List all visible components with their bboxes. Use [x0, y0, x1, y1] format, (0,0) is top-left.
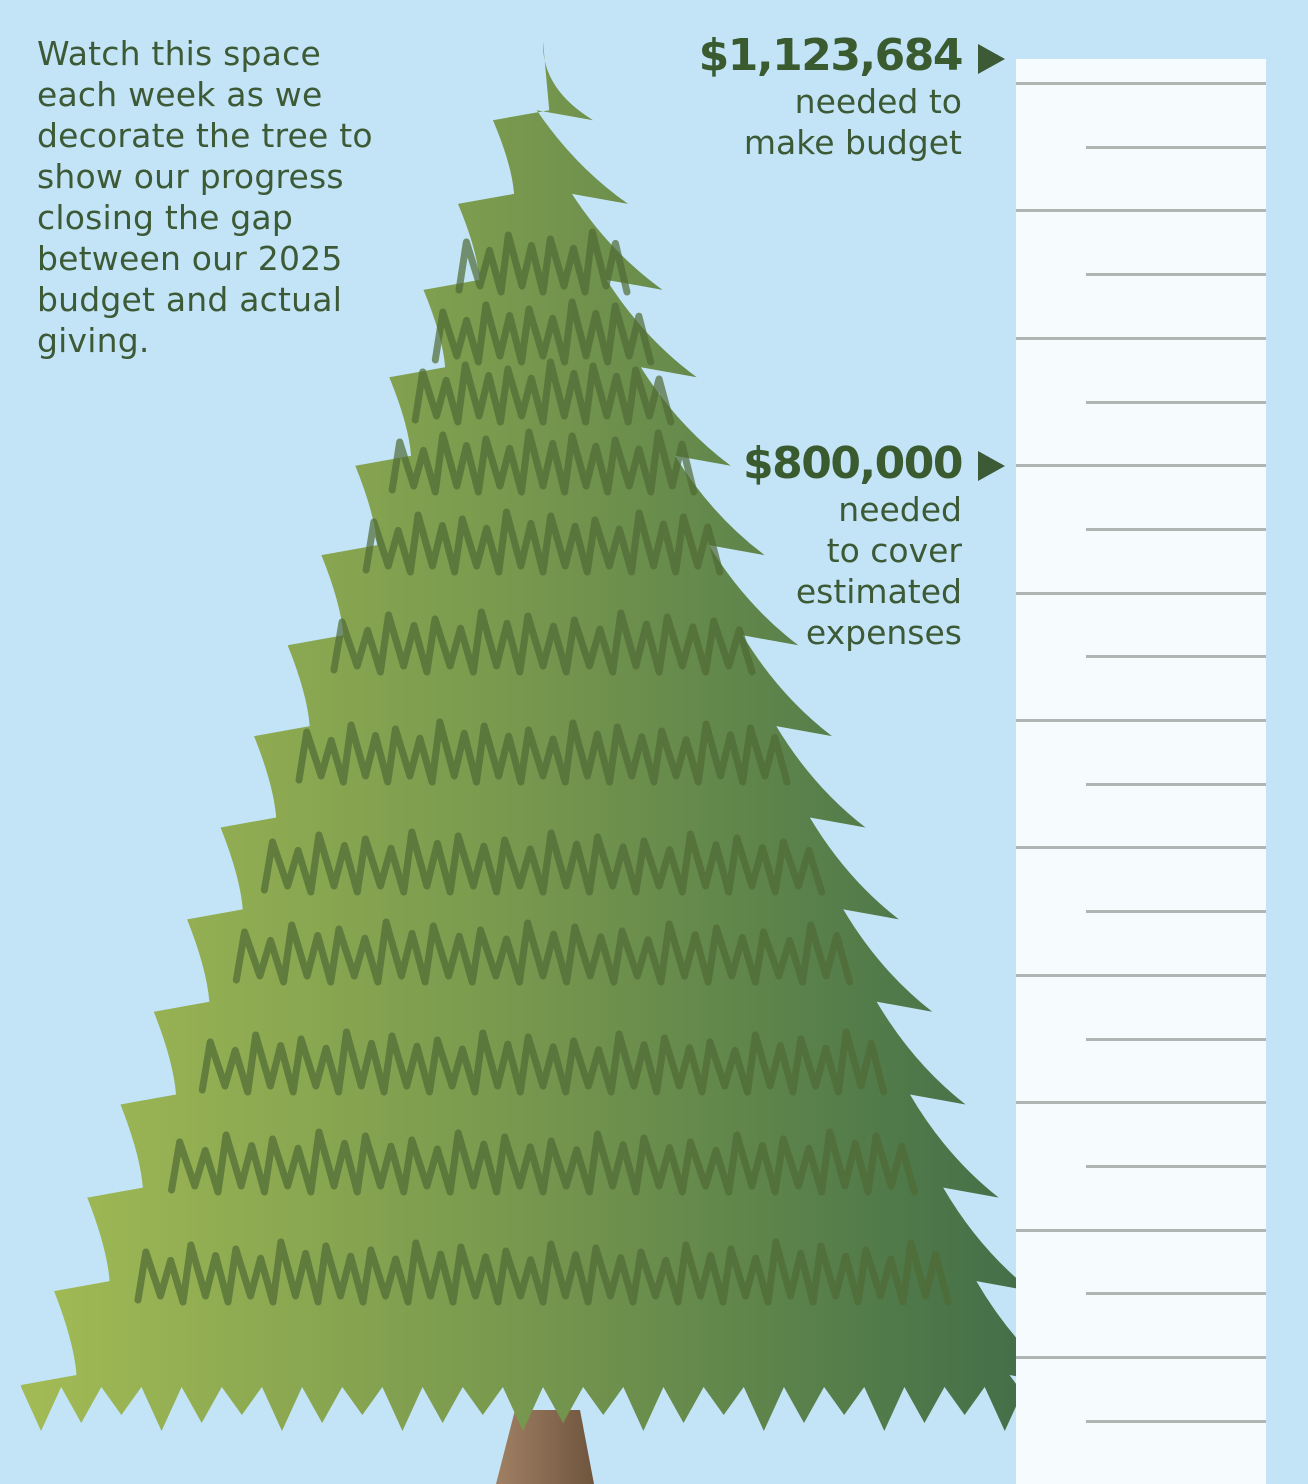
expenses-goal-label: $800,000 needed to cover estimated expen… [742, 438, 964, 653]
gauge-tick [1016, 82, 1266, 85]
budget-goal-label: $1,123,684 needed to make budget [698, 30, 964, 163]
intro-text: Watch this space each week as we decorat… [37, 34, 373, 360]
budget-goal-caption-line: needed to [794, 82, 962, 121]
tree-needle-row [388, 428, 698, 496]
tree-needle-row [330, 608, 756, 676]
expenses-goal-caption-line: needed [838, 490, 962, 529]
tree-needle-rows [134, 228, 952, 1306]
gauge-tick [1016, 1356, 1266, 1359]
tree-trunk [496, 1410, 594, 1484]
tree-foliage [21, 42, 1065, 1431]
gauge-tick [1086, 910, 1266, 914]
tree-needle-row [455, 228, 631, 296]
gauge-tick [1086, 1164, 1266, 1168]
tree-needle-row [362, 508, 724, 576]
gauge-tick [1086, 655, 1266, 659]
gauge-tick [1016, 1228, 1266, 1232]
right-triangle-marker-icon [978, 451, 1005, 481]
tree-needle-row [198, 1028, 888, 1096]
expenses-goal-caption-line: expenses [805, 613, 962, 652]
gauge-tick [1016, 973, 1266, 977]
expenses-goal-caption-line: to cover [826, 531, 962, 570]
tree-needle-row [411, 358, 675, 426]
gauge-tick [1086, 1292, 1266, 1296]
gauge-tick [1016, 1101, 1266, 1105]
expenses-goal-caption-line: estimated [795, 572, 962, 611]
gauge-tick [1086, 145, 1266, 149]
budget-goal-amount: $1,123,684 [698, 30, 964, 81]
gauge-tick [1086, 527, 1266, 531]
tree-needle-row [431, 298, 655, 366]
gauge-tick [1086, 782, 1266, 786]
fundraising-gauge [1016, 59, 1266, 1484]
gauge-tick [1016, 719, 1266, 722]
gauge-tick [1086, 400, 1266, 404]
expenses-goal-amount: $800,000 [742, 438, 964, 489]
budget-goal-caption-line: make budget [743, 123, 962, 162]
tree-needle-row [168, 1128, 918, 1196]
tree-needle-row [232, 918, 854, 986]
tree-needle-row [134, 1238, 952, 1306]
gauge-tick [1016, 336, 1266, 340]
gauge-tick [1086, 273, 1266, 277]
gauge-tick [1016, 464, 1266, 468]
gauge-tick [1016, 209, 1266, 213]
gauge-tick [1016, 846, 1266, 850]
tree-needle-row [295, 718, 791, 786]
tree-needle-row [260, 828, 826, 896]
gauge-tick [1016, 591, 1266, 595]
gauge-tick [1086, 1419, 1266, 1423]
right-triangle-marker-icon [978, 44, 1005, 74]
gauge-tick [1086, 1037, 1266, 1041]
